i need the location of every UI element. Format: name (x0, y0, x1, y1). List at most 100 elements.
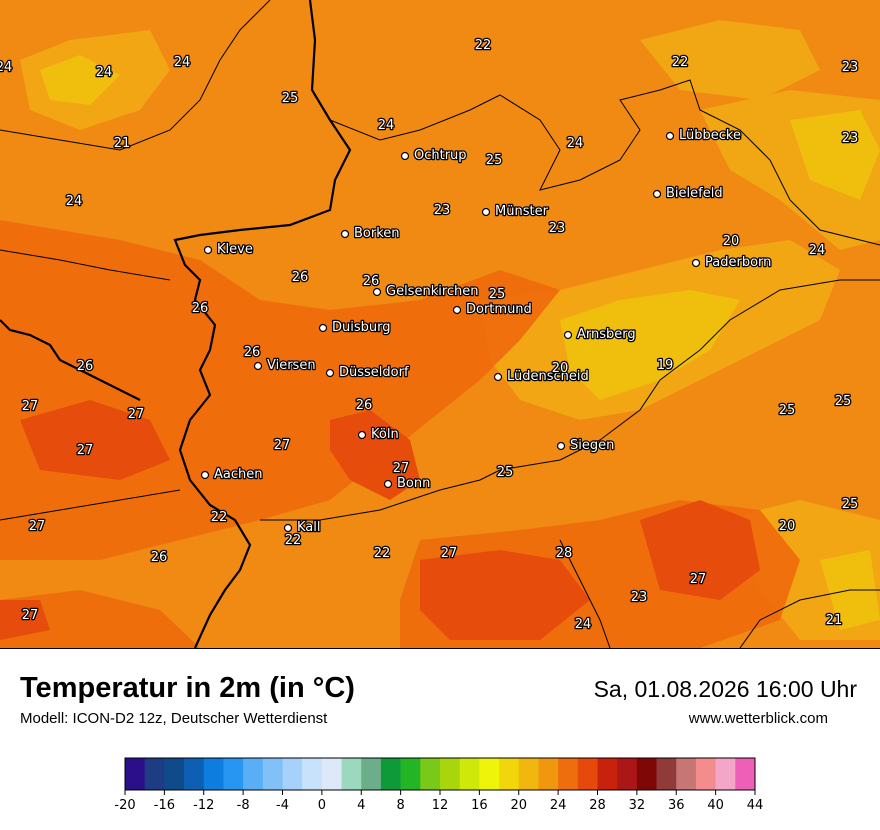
temp-value: 25 (779, 403, 796, 418)
city-duesseldorf[interactable]: Düsseldorf (325, 364, 410, 381)
legend-swatch (243, 758, 264, 790)
legend-swatch (440, 758, 460, 790)
temp-value: 25 (486, 153, 503, 168)
city-luedenscheid[interactable]: Lüdenscheid (493, 368, 590, 385)
city-gelsenkirchen[interactable]: Gelsenkirchen (372, 283, 480, 300)
city-koeln[interactable]: Köln (357, 426, 400, 443)
legend-tick-label: 12 (432, 798, 449, 813)
temp-value: 27 (441, 546, 458, 561)
legend-tick-label: 40 (707, 798, 724, 813)
borders (0, 0, 352, 648)
temp-value: 26 (244, 345, 261, 360)
legend-tick-label: 36 (668, 798, 685, 813)
legend-swatch (203, 758, 224, 790)
city-bielefeld[interactable]: Bielefeld (652, 185, 724, 202)
temp-value: 22 (475, 38, 492, 53)
website-link[interactable]: www.wetterblick.com (688, 710, 828, 727)
city-ochtrup[interactable]: Ochtrup (400, 147, 468, 164)
city-muenster[interactable]: Münster (481, 203, 550, 220)
legend-tick-label: 28 (589, 798, 606, 813)
temp-value: 25 (835, 394, 852, 409)
legend-tick-label: -16 (154, 798, 175, 813)
city-markers: Lübbecke Ochtrup Bielefeld Münster Borke… (200, 127, 773, 536)
city-borken[interactable]: Borken (340, 225, 401, 242)
svg-text:Paderborn: Paderborn (705, 255, 771, 270)
legend-tick-label: -20 (114, 798, 135, 813)
temp-value: 25 (497, 465, 514, 480)
svg-text:Duisburg: Duisburg (332, 320, 391, 335)
legend-swatch (380, 758, 401, 790)
legend-tick-label: 0 (318, 798, 326, 813)
legend-swatches (125, 758, 756, 790)
svg-text:Lübbecke: Lübbecke (679, 128, 741, 143)
city-kleve[interactable]: Kleve (203, 241, 254, 258)
temp-value: 24 (66, 194, 83, 209)
city-paderborn[interactable]: Paderborn (691, 254, 773, 271)
temp-value: 26 (192, 301, 209, 316)
temperature-map: Lübbecke Ochtrup Bielefeld Münster Borke… (0, 0, 880, 649)
city-aachen[interactable]: Aachen (200, 466, 264, 483)
legend-swatch (656, 758, 677, 790)
legend-swatch (597, 758, 618, 790)
temp-value: 27 (22, 608, 39, 623)
city-siegen[interactable]: Siegen (556, 437, 616, 454)
temp-value: 25 (282, 91, 299, 106)
legend-swatch (282, 758, 303, 790)
temp-value: 23 (549, 221, 566, 236)
temp-value: 23 (842, 60, 859, 75)
legend-tick-label: 32 (629, 798, 646, 813)
legend-swatch (479, 758, 500, 790)
temp-value: 26 (356, 398, 373, 413)
temp-value: 23 (842, 131, 859, 146)
city-kall[interactable]: Kall (283, 519, 322, 536)
legend-swatch (164, 758, 185, 790)
temp-value: 22 (672, 55, 689, 70)
svg-text:Siegen: Siegen (570, 438, 614, 453)
city-bonn[interactable]: Bonn (383, 475, 432, 492)
temp-value: 23 (434, 203, 451, 218)
district-borders (0, 0, 880, 648)
legend-swatch (184, 758, 205, 790)
temp-value: 24 (378, 118, 395, 133)
map-canvas: Lübbecke Ochtrup Bielefeld Münster Borke… (0, 0, 880, 648)
city-dortmund[interactable]: Dortmund (452, 301, 533, 318)
temp-value: 22 (374, 546, 391, 561)
temp-value: 21 (826, 613, 843, 628)
legend-swatch (400, 758, 421, 790)
svg-text:Kall: Kall (297, 520, 321, 535)
temp-value: 27 (128, 407, 145, 422)
legend-tick-label: 44 (747, 798, 764, 813)
legend-swatch (459, 758, 480, 790)
temp-value: 20 (723, 234, 740, 249)
legend-swatch (361, 758, 382, 790)
legend-swatch (636, 758, 657, 790)
temp-value: 25 (489, 287, 506, 302)
temp-value: 22 (211, 510, 228, 525)
svg-text:Bonn: Bonn (397, 476, 430, 491)
temp-value: 26 (292, 270, 309, 285)
model-subtitle: Modell: ICON-D2 12z, Deutscher Wetterdie… (20, 710, 328, 727)
legend-swatch (302, 758, 323, 790)
city-duisburg[interactable]: Duisburg (318, 319, 392, 336)
svg-text:Düsseldorf: Düsseldorf (339, 365, 409, 380)
legend-swatch (321, 758, 342, 790)
city-luebbecke[interactable]: Lübbecke (665, 127, 742, 144)
city-viersen[interactable]: Viersen (253, 357, 317, 374)
temp-value: 28 (556, 546, 573, 561)
temp-value: 24 (0, 60, 12, 75)
temp-value: 27 (22, 399, 39, 414)
legend-tick-label: -8 (237, 798, 250, 813)
city-arnsberg[interactable]: Arnsberg (563, 326, 637, 343)
legend-swatch (558, 758, 579, 790)
legend-swatch (223, 758, 244, 790)
legend-tick-label: 20 (510, 798, 527, 813)
svg-text:Bielefeld: Bielefeld (666, 186, 723, 201)
temp-value: 27 (274, 438, 291, 453)
legend-swatch (420, 758, 441, 790)
legend-tick-label: -12 (193, 798, 214, 813)
temp-value: 27 (690, 572, 707, 587)
temp-value: 26 (77, 359, 94, 374)
temp-value: 26 (363, 274, 380, 289)
legend-swatch (538, 758, 559, 790)
temp-value: 22 (285, 533, 302, 548)
